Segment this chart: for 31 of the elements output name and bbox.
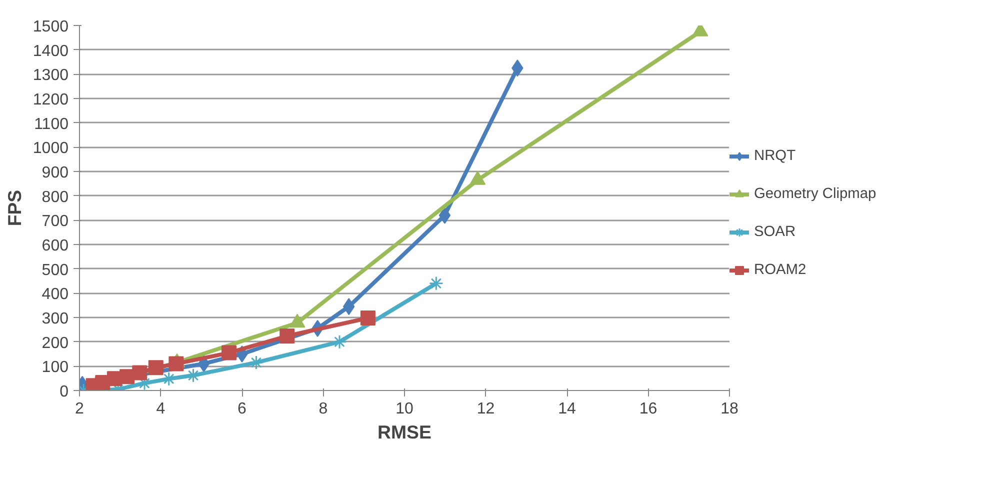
x-tick-label: 18 xyxy=(720,400,738,418)
y-tick-label: 800 xyxy=(42,188,69,206)
y-tick-label: 200 xyxy=(42,334,69,352)
y-tick-label: 300 xyxy=(42,310,69,328)
x-tick-label: 10 xyxy=(396,400,414,418)
y-tick-label: 1300 xyxy=(32,67,69,84)
y-tick-label: 700 xyxy=(42,213,69,230)
y-tick-label: 900 xyxy=(42,164,69,182)
legend-label: ROAM2 xyxy=(754,262,806,278)
y-tick-label: 1100 xyxy=(34,116,69,133)
x-tick-label: 12 xyxy=(476,400,495,418)
legend-label: SOAR xyxy=(754,224,796,240)
x-tick-label: 6 xyxy=(238,400,247,418)
x-tick-label: 16 xyxy=(639,400,658,418)
y-tick-label: 1500 xyxy=(32,18,69,36)
legend-label: Geometry Clipmap xyxy=(754,186,876,202)
y-tick-label: 1400 xyxy=(32,42,69,60)
y-tick-label: 600 xyxy=(42,238,69,254)
x-tick-label: 14 xyxy=(558,400,576,418)
y-axis-title: FPS xyxy=(4,190,25,226)
y-tick-label: 0 xyxy=(60,384,69,400)
x-axis-title: RMSE xyxy=(378,422,432,442)
x-tick-label: 4 xyxy=(156,400,166,418)
x-tick-label: 2 xyxy=(75,400,84,418)
y-tick-label: 500 xyxy=(42,262,69,279)
y-tick-label: 1000 xyxy=(32,140,69,158)
y-tick-label: 400 xyxy=(42,286,69,304)
y-tick-label: 1200 xyxy=(32,92,69,108)
legend-label: NRQT xyxy=(754,148,796,164)
y-tick-label: 100 xyxy=(42,359,69,376)
x-tick-label: 8 xyxy=(318,400,328,418)
